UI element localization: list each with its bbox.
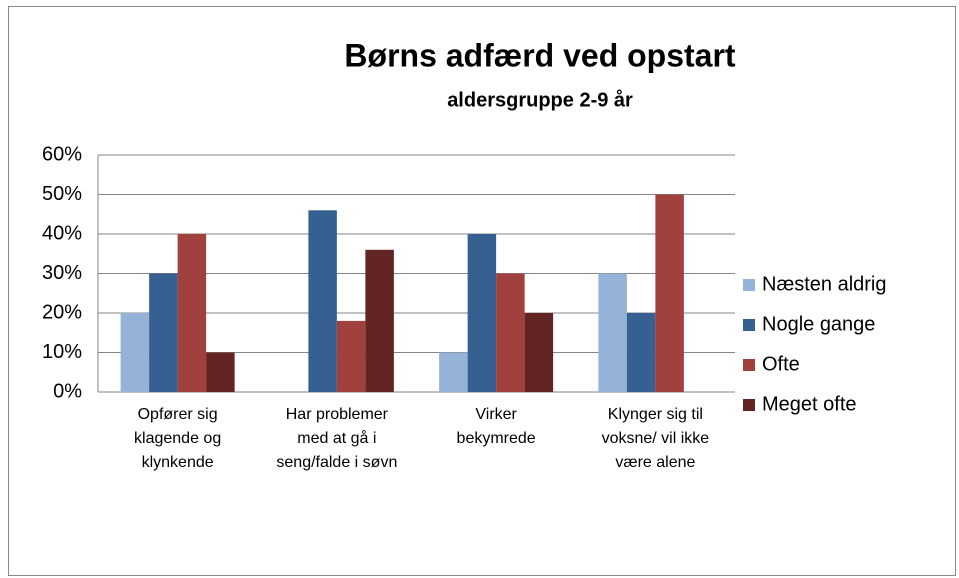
bar (626, 313, 656, 392)
x-tick-label: Har problemer med at gå i seng/falde i søv… (276, 406, 397, 471)
legend-swatch (743, 399, 755, 411)
legend-label: Ofte (762, 353, 800, 375)
bar (336, 320, 366, 392)
legend-label: Nogle gange (762, 313, 875, 335)
y-tick-label: 0% (53, 380, 82, 402)
bar (524, 313, 554, 392)
y-tick-label: 20% (42, 301, 82, 323)
y-tick-label: 10% (42, 341, 82, 363)
x-tick-label: Virker bekymrede (457, 406, 536, 447)
legend-label: Næsten aldrig (762, 273, 887, 295)
bar (467, 234, 497, 392)
y-tick-label: 40% (42, 222, 82, 244)
x-tick-label: Opfører sig klagende og klynkende (134, 406, 221, 471)
bar (120, 313, 150, 392)
bar (149, 273, 178, 392)
bar (365, 249, 394, 392)
chart-subtitle: aldersgruppe 2-9 år (447, 88, 633, 111)
chart-title: Børns adfærd ved opstart (344, 37, 736, 73)
legend-swatch (743, 279, 755, 291)
y-tick-label: 50% (42, 183, 82, 205)
bar (206, 352, 235, 392)
bar (439, 352, 468, 392)
bar (496, 273, 525, 392)
legend-swatch (743, 359, 755, 371)
bar (177, 234, 207, 392)
x-tick-label: Klynger sig til voksne/ vil ikke være alen… (602, 406, 710, 471)
y-tick-label: 30% (42, 262, 82, 284)
bar (598, 273, 627, 392)
bar (655, 194, 684, 392)
bar (308, 210, 337, 392)
y-tick-label: 60% (42, 143, 82, 165)
legend-label: Meget ofte (762, 393, 857, 415)
legend-swatch (743, 319, 755, 331)
